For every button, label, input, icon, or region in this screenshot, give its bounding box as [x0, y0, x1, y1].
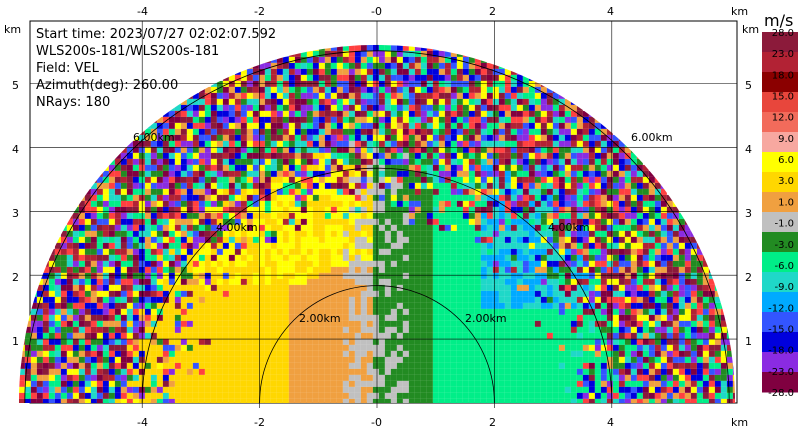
colorbar-label: 6.0	[778, 155, 794, 166]
ring-label-4km-left: 4.00km	[216, 221, 258, 234]
colorbar-swatch	[762, 92, 798, 113]
x-tick-top: -4	[137, 5, 148, 18]
ring-label-2km-right: 2.00km	[465, 312, 507, 325]
ring-label-2km-left: 2.00km	[299, 312, 341, 325]
start-time-text: Start time: 2023/07/27 02:02:07.592	[36, 27, 276, 42]
range-rings	[24, 50, 730, 404]
colorbar-swatch	[762, 72, 798, 93]
y-tick-left: 4	[12, 143, 19, 156]
x-unit-top: km	[731, 5, 748, 18]
y-tick-right: 4	[745, 143, 752, 156]
y-unit-right: km	[742, 23, 759, 36]
velocity-field	[18, 44, 736, 404]
colorbar-label: -9.0	[774, 282, 794, 293]
y-axis-left: km 5 4 3 2 1	[4, 23, 21, 348]
colorbar-label: 18.0	[772, 70, 794, 81]
x-tick-bottom: -0	[371, 416, 382, 429]
nrays-text: NRays: 180	[36, 95, 110, 110]
y-tick-left: 1	[12, 335, 19, 348]
x-axis-top: -4 -2 -0 2 4 km	[137, 5, 748, 18]
x-tick-top: -0	[371, 5, 382, 18]
y-tick-right: 5	[745, 79, 752, 92]
y-tick-left: 5	[12, 79, 19, 92]
colorbar-label: 23.0	[772, 49, 794, 60]
y-tick-left: 2	[12, 271, 19, 284]
colorbar-swatch	[762, 192, 798, 213]
x-tick-bottom: 4	[607, 416, 614, 429]
x-tick-bottom: -4	[137, 416, 148, 429]
y-tick-right: 1	[745, 335, 752, 348]
range-ring-labels: 2.00km 2.00km 4.00km 4.00km 6.00km 6.00k…	[133, 131, 673, 325]
colorbar-swatch	[762, 32, 798, 53]
colorbar-swatch	[762, 232, 798, 253]
colorbar-swatch	[762, 212, 798, 233]
colorbar-swatch	[762, 172, 798, 193]
x-unit-bottom: km	[731, 416, 748, 429]
azimuth-text: Azimuth(deg): 260.00	[36, 78, 178, 93]
colorbar-label: -15.0	[768, 324, 794, 335]
x-axis-bottom: -4 -2 -0 2 4 km	[137, 416, 748, 429]
ring-label-4km-right: 4.00km	[548, 221, 590, 234]
ring-label-6km-left: 6.00km	[133, 131, 175, 144]
y-unit-left: km	[4, 23, 21, 36]
colorbar-label: -6.0	[774, 261, 794, 272]
colorbar-label: 28.0	[772, 28, 794, 39]
y-tick-right: 2	[745, 271, 752, 284]
x-tick-top: 4	[607, 5, 614, 18]
colorbar-label: -1.0	[774, 219, 794, 230]
x-tick-top: -2	[254, 5, 265, 18]
colorbar-swatch	[762, 252, 798, 273]
colorbar-label: -12.0	[768, 303, 794, 314]
colorbar-label: 9.0	[778, 134, 794, 145]
colorbar-unit: m/s	[764, 11, 793, 30]
y-axis-right: km 5 4 3 2 1	[742, 23, 759, 348]
colorbar-label: 15.0	[772, 92, 794, 103]
x-tick-top: 2	[489, 5, 496, 18]
instrument-text: WLS200s-181/WLS200s-181	[36, 44, 219, 59]
ring-label-6km-right: 6.00km	[631, 131, 673, 144]
colorbar-label: -3.0	[774, 240, 794, 251]
colorbar-swatch	[762, 152, 798, 173]
x-tick-bottom: 2	[489, 416, 496, 429]
colorbar: 28.0 23.0 18.0 15.0 12.0 9.0 6.0 3.0 1.0 -1.0 -3.0…	[762, 28, 798, 399]
y-tick-left: 3	[12, 207, 19, 220]
y-tick-right: 3	[745, 207, 752, 220]
x-tick-bottom: -2	[254, 416, 265, 429]
colorbar-swatch	[762, 292, 798, 313]
colorbar-label: -18.0	[768, 346, 794, 357]
colorbar-label: -28.0	[768, 388, 794, 399]
colorbar-label: 12.0	[772, 113, 794, 124]
colorbar-swatch	[762, 332, 798, 353]
colorbar-swatch	[762, 112, 798, 133]
colorbar-label: 1.0	[778, 197, 794, 208]
info-panel: Start time: 2023/07/27 02:02:07.592 WLS2…	[36, 27, 276, 110]
field-text: Field: VEL	[36, 61, 100, 76]
colorbar-swatch	[762, 312, 798, 333]
colorbar-swatch	[762, 272, 798, 293]
colorbar-swatch	[762, 372, 798, 393]
colorbar-swatch	[762, 52, 798, 73]
colorbar-swatch	[762, 132, 798, 153]
colorbar-label: -23.0	[768, 367, 794, 378]
colorbar-label: 3.0	[778, 176, 794, 187]
colorbar-swatch	[762, 352, 798, 373]
